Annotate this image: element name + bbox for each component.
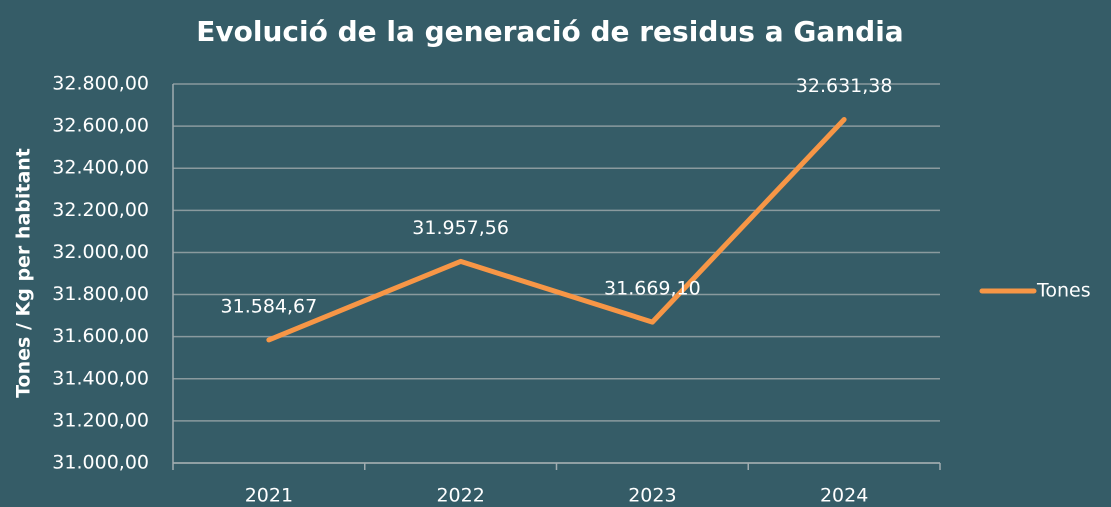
- data-label: 31.584,67: [221, 295, 318, 317]
- y-tick-label: 32.400,00: [52, 157, 149, 179]
- data-label: 31.957,56: [412, 217, 509, 239]
- y-tick-label: 31.000,00: [52, 452, 149, 474]
- chart-title: Evolució de la generació de residus a Ga…: [196, 15, 903, 48]
- y-tick-label: 31.600,00: [52, 325, 149, 347]
- y-tick-label: 32.000,00: [52, 241, 149, 263]
- x-tick-label: 2021: [245, 485, 293, 507]
- x-tick-label: 2022: [436, 485, 484, 507]
- data-line: [266, 117, 847, 343]
- y-tick-label: 32.600,00: [52, 115, 149, 137]
- y-tick-label: 31.800,00: [52, 283, 149, 305]
- y-tick-label: 31.400,00: [52, 367, 149, 389]
- legend-label: Tones: [1036, 280, 1091, 302]
- x-tick-label: 2023: [628, 485, 676, 507]
- y-axis-label: Tones / Kg per habitant: [13, 148, 35, 398]
- data-label: 32.631,38: [796, 75, 893, 97]
- x-tick-label: 2024: [820, 485, 868, 507]
- data-label: 31.669,10: [604, 278, 701, 300]
- y-tick-label: 31.200,00: [52, 409, 149, 431]
- y-tick-label: 32.800,00: [52, 73, 149, 95]
- y-tick-label: 32.200,00: [52, 199, 149, 221]
